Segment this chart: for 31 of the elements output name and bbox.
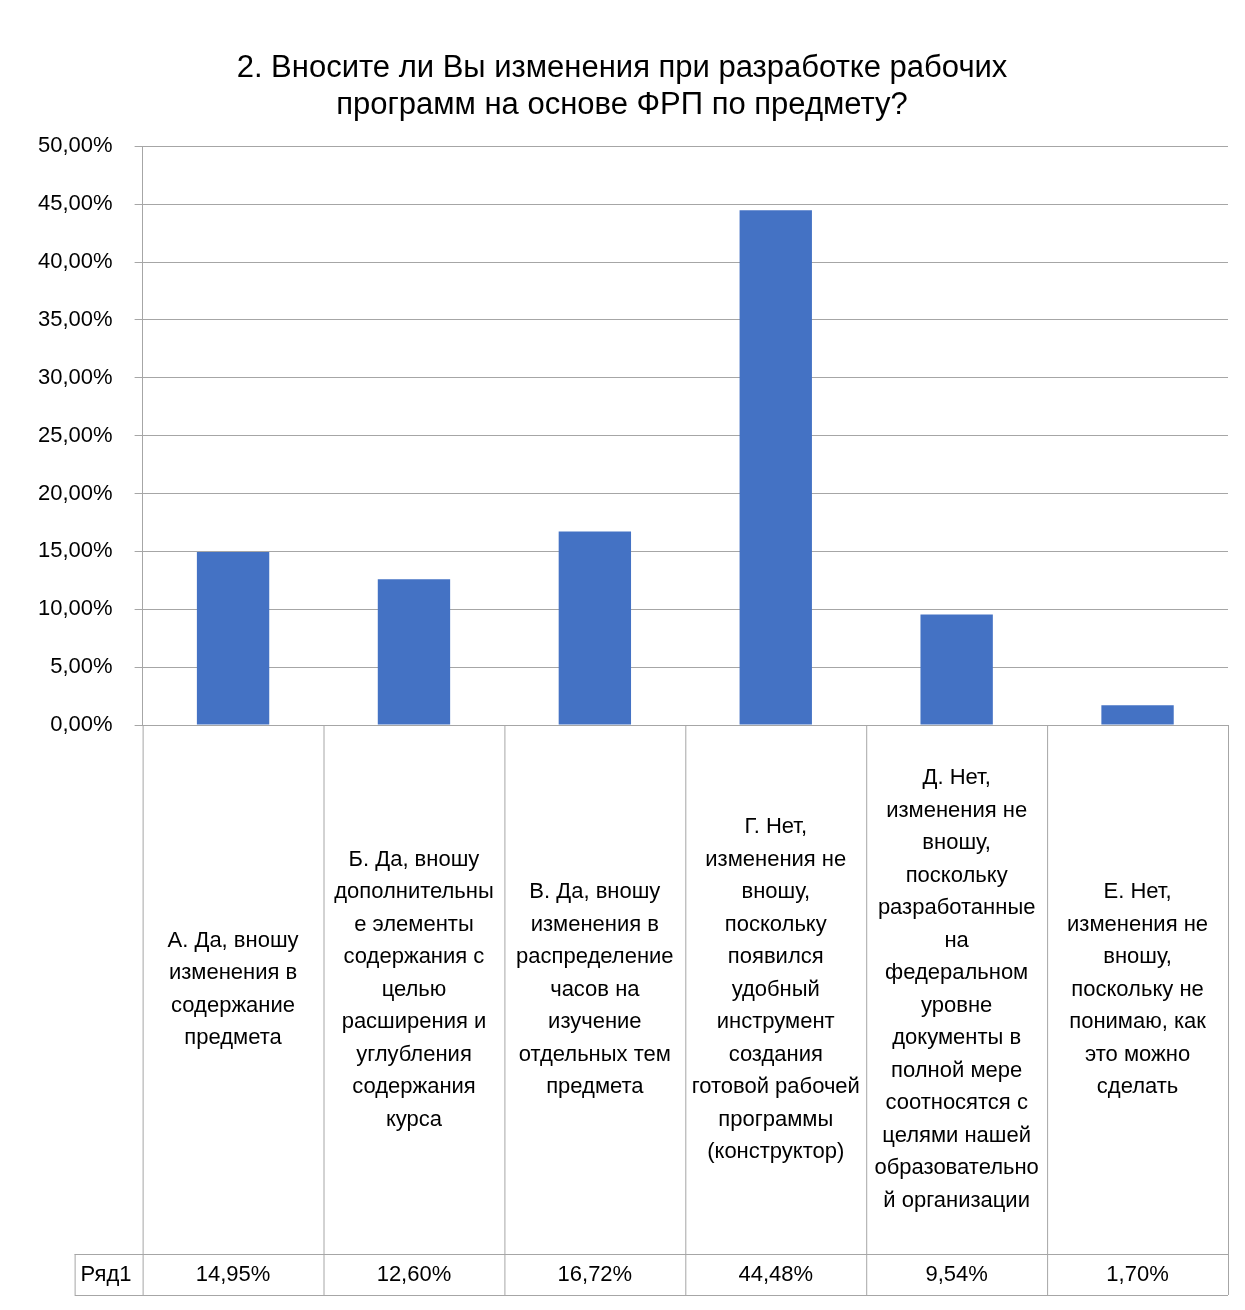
y-tick-label: 30,00% [37, 363, 113, 389]
category-label: Д. Нет, изменения не вношу, поскольку разработанные на федеральном уровне документы в полной мере соотносятся с целями нашей образовательной организации [874, 764, 1039, 1212]
y-tick-label: 15,00% [37, 537, 113, 563]
y-tick-label: 45,00% [37, 190, 113, 216]
y-tick-label: 50,00% [37, 132, 113, 158]
x-tick-label: А. Да, вношу изменения в содержание предмета [167, 926, 299, 1050]
data-label: 9,54% [925, 1260, 988, 1286]
data-label: 12,60% [376, 1260, 452, 1286]
bar [739, 210, 812, 725]
text: Ряд1 [80, 1260, 132, 1286]
y-tick-label: 20,00% [37, 479, 113, 505]
y-tick-label: 35,00% [37, 306, 113, 332]
x-tick-label: Е. Нет, изменения не вношу, поскольку не понимаю, как это можно сделать [1067, 878, 1209, 1099]
data-label: 16,72% [557, 1260, 633, 1286]
data-label: 1,70% [1106, 1260, 1169, 1286]
data-label: 14,95% [195, 1260, 271, 1286]
category-label: Г. Нет, изменения не вношу, поскольку появился удобный инструмент создания готовой рабочей программы (конструктор) [691, 813, 860, 1164]
y-tick-label: 10,00% [37, 595, 113, 621]
y-tick-label: 40,00% [37, 248, 113, 274]
y-tick-label: 5,00% [50, 653, 113, 679]
bar [377, 579, 451, 725]
bar [196, 552, 270, 725]
data-label: 44,48% [738, 1260, 814, 1286]
y-tick-label: 25,00% [37, 421, 113, 447]
x-tick-label: В. Да, вношу изменения в распределение часов на изучение отдельных тем предмета [516, 878, 674, 1099]
chart-title: 2. Вносите ли Вы изменения при разработке рабочих программ на основе ФРП по предмету? [236, 49, 1008, 122]
bar [920, 614, 993, 725]
category-label: Б. Да, вношу дополнительные элементы содержания с целью расширения и углубления содержания курса [334, 845, 494, 1131]
bar [1101, 705, 1174, 725]
y-tick-label: 0,00% [50, 711, 113, 737]
bar [558, 531, 632, 725]
